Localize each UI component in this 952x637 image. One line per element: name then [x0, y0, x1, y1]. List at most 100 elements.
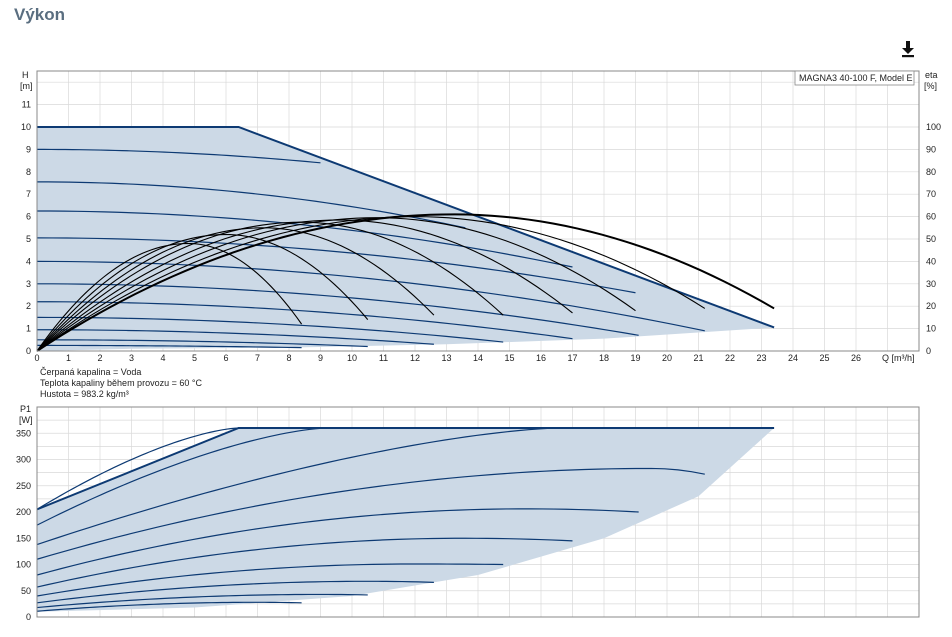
x-tick-label: 25: [819, 353, 829, 363]
efficiency-curve: [36, 216, 706, 352]
x-tick-label: 13: [441, 353, 451, 363]
head-ylabel-h: H: [22, 70, 29, 80]
eta-tick-label: 30: [926, 279, 936, 289]
power-axis-ticks: 0 50 100 150 200 250 300 350: [16, 428, 31, 622]
x-tick-label: 14: [473, 353, 483, 363]
legend-box: MAGNA3 40-100 F, Model E: [794, 70, 915, 86]
pump-curve: [36, 283, 639, 336]
y-tick-label: 5: [26, 234, 31, 244]
pump-curve: [36, 329, 434, 345]
y-tick-label: 9: [26, 144, 31, 154]
power-curve: [36, 427, 239, 510]
x-tick-label: 9: [318, 353, 323, 363]
eta-tick-label: 60: [926, 212, 936, 222]
power-tick-label: 200: [16, 507, 31, 517]
x-tick-label: 0: [34, 353, 39, 363]
y-tick-label: 10: [21, 122, 31, 132]
head-xlabel: Q [m³/h]: [882, 353, 915, 363]
x-tick-label: 8: [286, 353, 291, 363]
x-tick-label: 3: [129, 353, 134, 363]
x-tick-label: 18: [599, 353, 609, 363]
eta-tick-label: 90: [926, 144, 936, 154]
efficiency-curves: [36, 213, 775, 352]
power-curve: [36, 508, 639, 576]
eta-ylabel-unit: [%]: [924, 81, 937, 91]
efficiency-curve: [36, 242, 303, 352]
power-ylabel: P1: [20, 404, 31, 414]
power-curve: [36, 593, 368, 609]
x-tick-label: 7: [255, 353, 260, 363]
power-tick-label: 150: [16, 533, 31, 543]
pump-curve: [36, 148, 321, 164]
power-curve: [36, 601, 302, 612]
efficiency-curve: [36, 219, 573, 352]
power-curve: [36, 427, 327, 526]
power-curve: [36, 427, 560, 546]
x-tick-label: 20: [662, 353, 672, 363]
x-tick-label: 2: [97, 353, 102, 363]
download-button[interactable]: [898, 38, 918, 60]
head-axis-ticks: 0 1 2 3 4 5 6 7 8 9 10 11 12 13 14 15 16 17 18 19 20 21 22 23 24…: [21, 100, 941, 363]
efficiency-curve: [36, 221, 504, 352]
x-tick-label: 19: [630, 353, 640, 363]
pump-curve: [36, 316, 504, 343]
power-tick-label: 100: [16, 560, 31, 570]
y-tick-label: 2: [26, 301, 31, 311]
head-plot-frame: [36, 70, 920, 352]
pump-curve: [36, 181, 466, 229]
x-tick-label: 26: [851, 353, 861, 363]
eta-tick-label: 0: [926, 346, 931, 356]
pump-curve: [36, 260, 705, 332]
power-curve: [36, 467, 705, 560]
power-curve: [36, 563, 504, 597]
y-tick-label: 4: [26, 256, 31, 266]
y-tick-label: 1: [26, 324, 31, 334]
x-tick-label: 24: [788, 353, 798, 363]
eta-tick-label: 50: [926, 234, 936, 244]
x-tick-label: 15: [504, 353, 514, 363]
power-envelope-fill: [37, 428, 775, 612]
x-tick-label: 4: [160, 353, 165, 363]
y-tick-label: 6: [26, 212, 31, 222]
pump-curve: [36, 237, 636, 294]
page-title: Výkon: [14, 5, 66, 24]
power-tick-label: 0: [26, 612, 31, 622]
download-icon: [902, 41, 914, 58]
y-tick-label: 7: [26, 189, 31, 199]
x-tick-label: 10: [347, 353, 357, 363]
x-tick-label: 1: [66, 353, 71, 363]
max-speed-curve: [37, 126, 775, 329]
power-plot-frame: [36, 406, 920, 618]
x-tick-label: 11: [379, 353, 388, 363]
legend-label: MAGNA3 40-100 F, Model E: [799, 73, 913, 83]
x-tick-label: 17: [567, 353, 577, 363]
head-operating-area: [37, 126, 775, 351]
x-tick-label: 16: [536, 353, 546, 363]
eta-tick-label: 80: [926, 167, 936, 177]
eta-tick-label: 100: [926, 122, 941, 132]
y-tick-label: 11: [22, 100, 31, 110]
power-curve: [36, 580, 434, 604]
head-curves: [36, 148, 705, 349]
eta-tick-label: 20: [926, 301, 936, 311]
fluid-note: Čerpaná kapalina = Voda: [40, 367, 141, 377]
x-tick-label: 5: [192, 353, 197, 363]
efficiency-curve: [36, 227, 435, 352]
temperature-note: Teplota kapaliny během provozu = 60 °C: [40, 378, 202, 388]
pump-curve: [36, 339, 368, 348]
x-tick-label: 23: [756, 353, 766, 363]
eta-ylabel: eta: [925, 70, 938, 80]
x-tick-label: 6: [223, 353, 228, 363]
density-note: Hustota = 983.2 kg/m³: [40, 389, 129, 399]
y-tick-label: 3: [26, 279, 31, 289]
y-tick-label: 8: [26, 167, 31, 177]
power-operating-area: [36, 427, 775, 612]
efficiency-curve: [36, 233, 369, 352]
power-ylabel-unit: [W]: [19, 415, 33, 425]
head-envelope-fill: [37, 127, 775, 351]
power-tick-label: 250: [16, 481, 31, 491]
power-tick-label: 350: [16, 428, 31, 438]
x-tick-label: 21: [693, 353, 703, 363]
eta-tick-label: 10: [926, 324, 936, 334]
